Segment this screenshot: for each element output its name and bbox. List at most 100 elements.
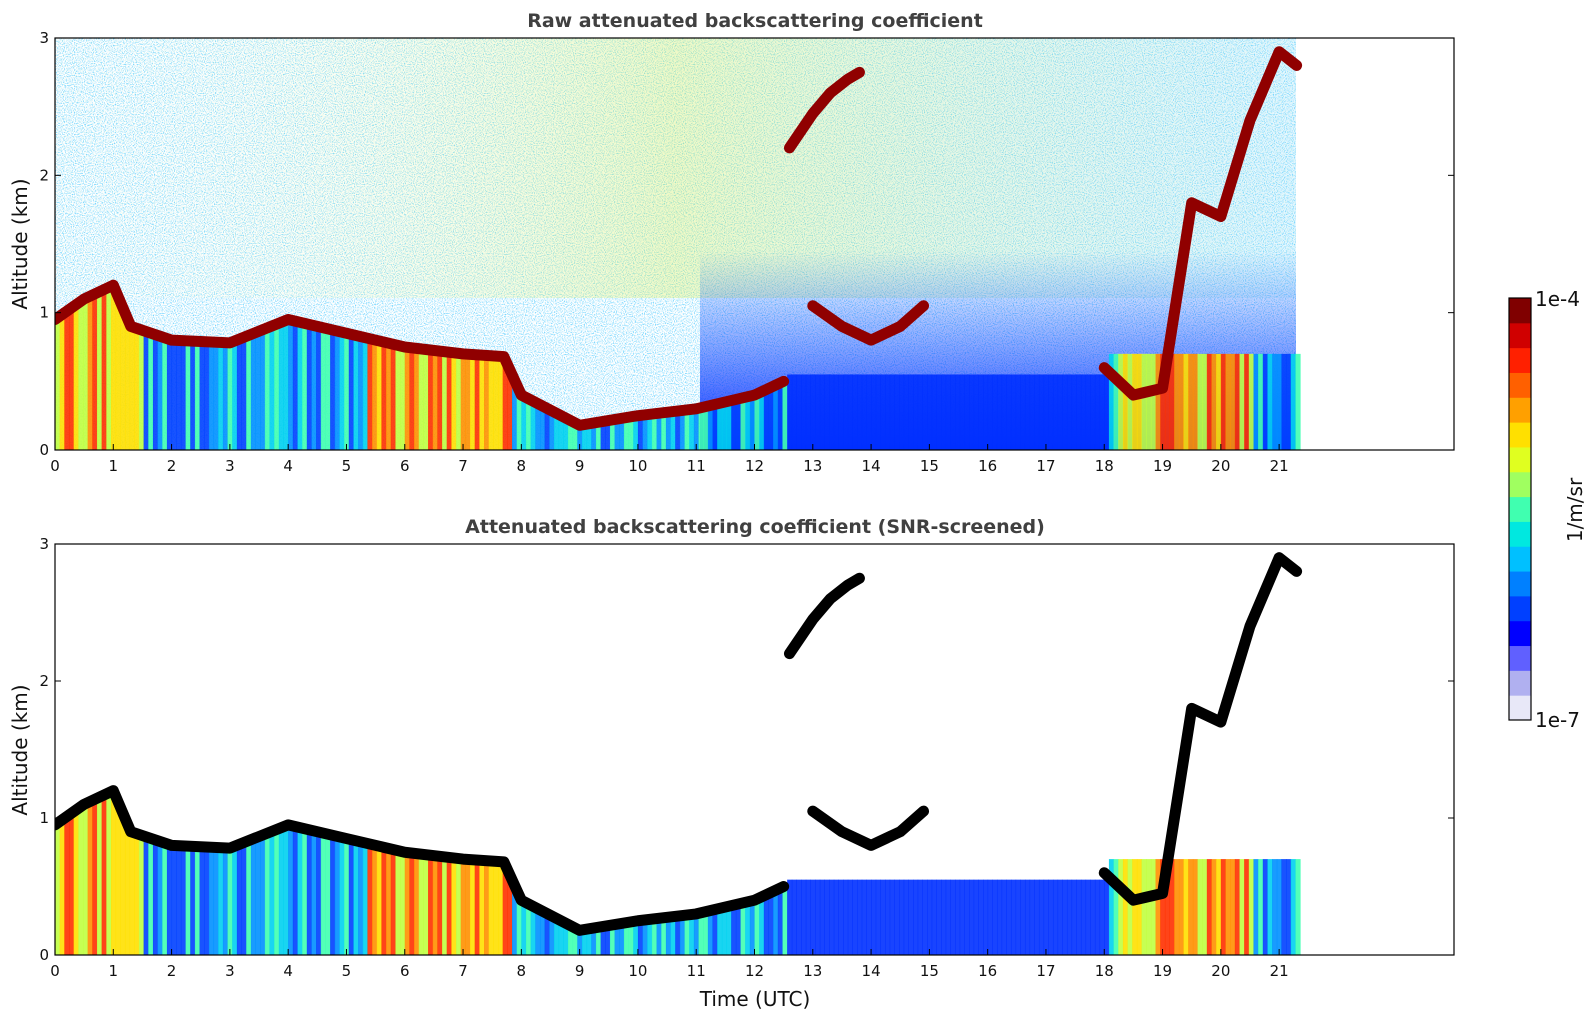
x-tick-label: 12 bbox=[745, 962, 764, 980]
aerosol-column bbox=[535, 402, 541, 450]
aerosol-column bbox=[889, 879, 895, 955]
aerosol-column bbox=[973, 879, 979, 955]
aerosol-column bbox=[512, 374, 518, 450]
aerosol-column bbox=[1034, 879, 1040, 955]
aerosol-column bbox=[78, 303, 84, 450]
aerosol-column bbox=[684, 410, 690, 450]
aerosol-column bbox=[572, 421, 578, 450]
x-tick-label: 20 bbox=[1211, 457, 1230, 475]
x-tick-label: 13 bbox=[803, 457, 822, 475]
aerosol-column bbox=[339, 836, 345, 955]
y-tick-label: 3 bbox=[39, 535, 49, 553]
aerosol-column bbox=[334, 835, 340, 955]
aerosol-column bbox=[460, 858, 466, 955]
raw-heatmap bbox=[55, 38, 1303, 450]
aerosol-column bbox=[1276, 859, 1282, 955]
aerosol-column bbox=[936, 374, 942, 450]
aerosol-column bbox=[983, 879, 989, 955]
aerosol-column bbox=[1010, 374, 1017, 450]
aerosol-column bbox=[525, 902, 532, 955]
aerosol-column bbox=[567, 924, 574, 955]
aerosol-column bbox=[512, 879, 518, 955]
aerosol-column bbox=[488, 860, 494, 955]
aerosol-column bbox=[283, 826, 289, 955]
aerosol-column bbox=[992, 879, 998, 955]
x-tick-label: 7 bbox=[458, 962, 468, 980]
aerosol-column bbox=[423, 349, 429, 450]
aerosol-column bbox=[87, 297, 93, 450]
aerosol-column bbox=[614, 419, 620, 450]
aerosol-column bbox=[931, 879, 937, 955]
aerosol-column bbox=[138, 329, 145, 450]
aerosol-column bbox=[292, 320, 298, 450]
x-tick-label: 12 bbox=[745, 457, 764, 475]
aerosol-column bbox=[479, 354, 485, 450]
colorbar-swatch bbox=[1509, 546, 1531, 572]
aerosol-column bbox=[875, 879, 881, 955]
aerosol-column bbox=[684, 915, 690, 955]
aerosol-column bbox=[418, 348, 424, 450]
aerosol-column bbox=[292, 825, 298, 955]
aerosol-column bbox=[651, 414, 658, 450]
aerosol-column bbox=[833, 879, 839, 955]
aerosol-column bbox=[367, 338, 373, 450]
aerosol-column bbox=[1113, 859, 1119, 955]
aerosol-column bbox=[987, 374, 993, 450]
aerosol-column bbox=[759, 898, 765, 955]
aerosol-column bbox=[1029, 879, 1035, 955]
aerosol-column bbox=[232, 847, 238, 955]
aerosol-column bbox=[1174, 859, 1180, 955]
aerosol-column bbox=[992, 374, 998, 450]
aerosol-column bbox=[241, 338, 247, 450]
aerosol-column bbox=[600, 421, 606, 450]
aerosol-column bbox=[731, 400, 737, 450]
aerosol-column bbox=[1094, 374, 1101, 450]
aerosol-column bbox=[656, 918, 662, 955]
aerosol-column bbox=[717, 908, 723, 955]
x-tick-label: 2 bbox=[167, 962, 177, 980]
aerosol-column bbox=[157, 335, 163, 450]
aerosol-column bbox=[1206, 353, 1213, 450]
aerosol-column bbox=[129, 323, 135, 450]
aerosol-column bbox=[847, 374, 853, 450]
aerosol-column bbox=[791, 879, 797, 955]
cloud-layer bbox=[807, 805, 930, 851]
aerosol-column bbox=[810, 374, 816, 450]
aerosol-column bbox=[493, 355, 499, 450]
aerosol-column bbox=[176, 340, 182, 450]
colorbar-swatch bbox=[1509, 521, 1531, 547]
aerosol-column bbox=[246, 336, 252, 450]
aerosol-column bbox=[945, 374, 951, 450]
aerosol-column bbox=[530, 905, 536, 955]
aerosol-column bbox=[236, 845, 243, 955]
aerosol-column bbox=[1020, 879, 1026, 955]
colorbar-unit-label: 1/m/sr bbox=[1563, 477, 1587, 542]
aerosol-column bbox=[950, 374, 956, 450]
aerosol-column bbox=[124, 312, 131, 450]
aerosol-column bbox=[782, 381, 788, 450]
aerosol-column bbox=[1062, 374, 1068, 450]
aerosol-column bbox=[423, 854, 429, 955]
aerosol-column bbox=[502, 861, 508, 955]
aerosol-column bbox=[1010, 879, 1017, 955]
x-tick-label: 14 bbox=[862, 457, 881, 475]
aerosol-column bbox=[1150, 353, 1157, 450]
aerosol-column bbox=[889, 374, 895, 450]
aerosol-column bbox=[1262, 859, 1268, 955]
aerosol-column bbox=[1085, 879, 1091, 955]
x-tick-label: 14 bbox=[862, 962, 881, 980]
screened-panel-title: Attenuated backscattering coefficient (S… bbox=[465, 516, 1045, 538]
aerosol-column bbox=[432, 350, 438, 450]
x-tick-label: 13 bbox=[803, 962, 822, 980]
aerosol-column bbox=[717, 403, 723, 450]
aerosol-column bbox=[1211, 859, 1217, 955]
aerosol-column bbox=[647, 919, 653, 955]
aerosol-column bbox=[278, 323, 285, 450]
aerosol-column bbox=[591, 423, 597, 450]
aerosol-column bbox=[665, 917, 672, 955]
aerosol-column bbox=[833, 374, 839, 450]
aerosol-column bbox=[1197, 859, 1203, 955]
aerosol-column bbox=[1122, 353, 1129, 450]
aerosol-column bbox=[390, 848, 396, 955]
